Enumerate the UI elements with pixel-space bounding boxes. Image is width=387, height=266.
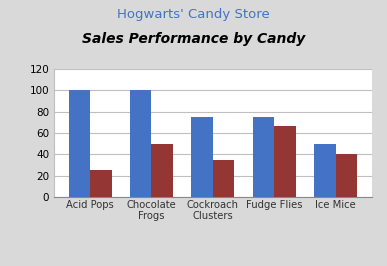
Bar — [191, 117, 213, 197]
Bar — [130, 90, 151, 197]
Bar — [213, 160, 235, 197]
Bar — [274, 126, 296, 197]
Text: Hogwarts' Candy Store: Hogwarts' Candy Store — [117, 8, 270, 21]
Bar — [68, 90, 90, 197]
Bar — [314, 144, 336, 197]
Bar — [90, 170, 111, 197]
Bar — [336, 154, 357, 197]
Bar — [253, 117, 274, 197]
Bar — [151, 144, 173, 197]
Text: Sales Performance by Candy: Sales Performance by Candy — [82, 32, 305, 46]
